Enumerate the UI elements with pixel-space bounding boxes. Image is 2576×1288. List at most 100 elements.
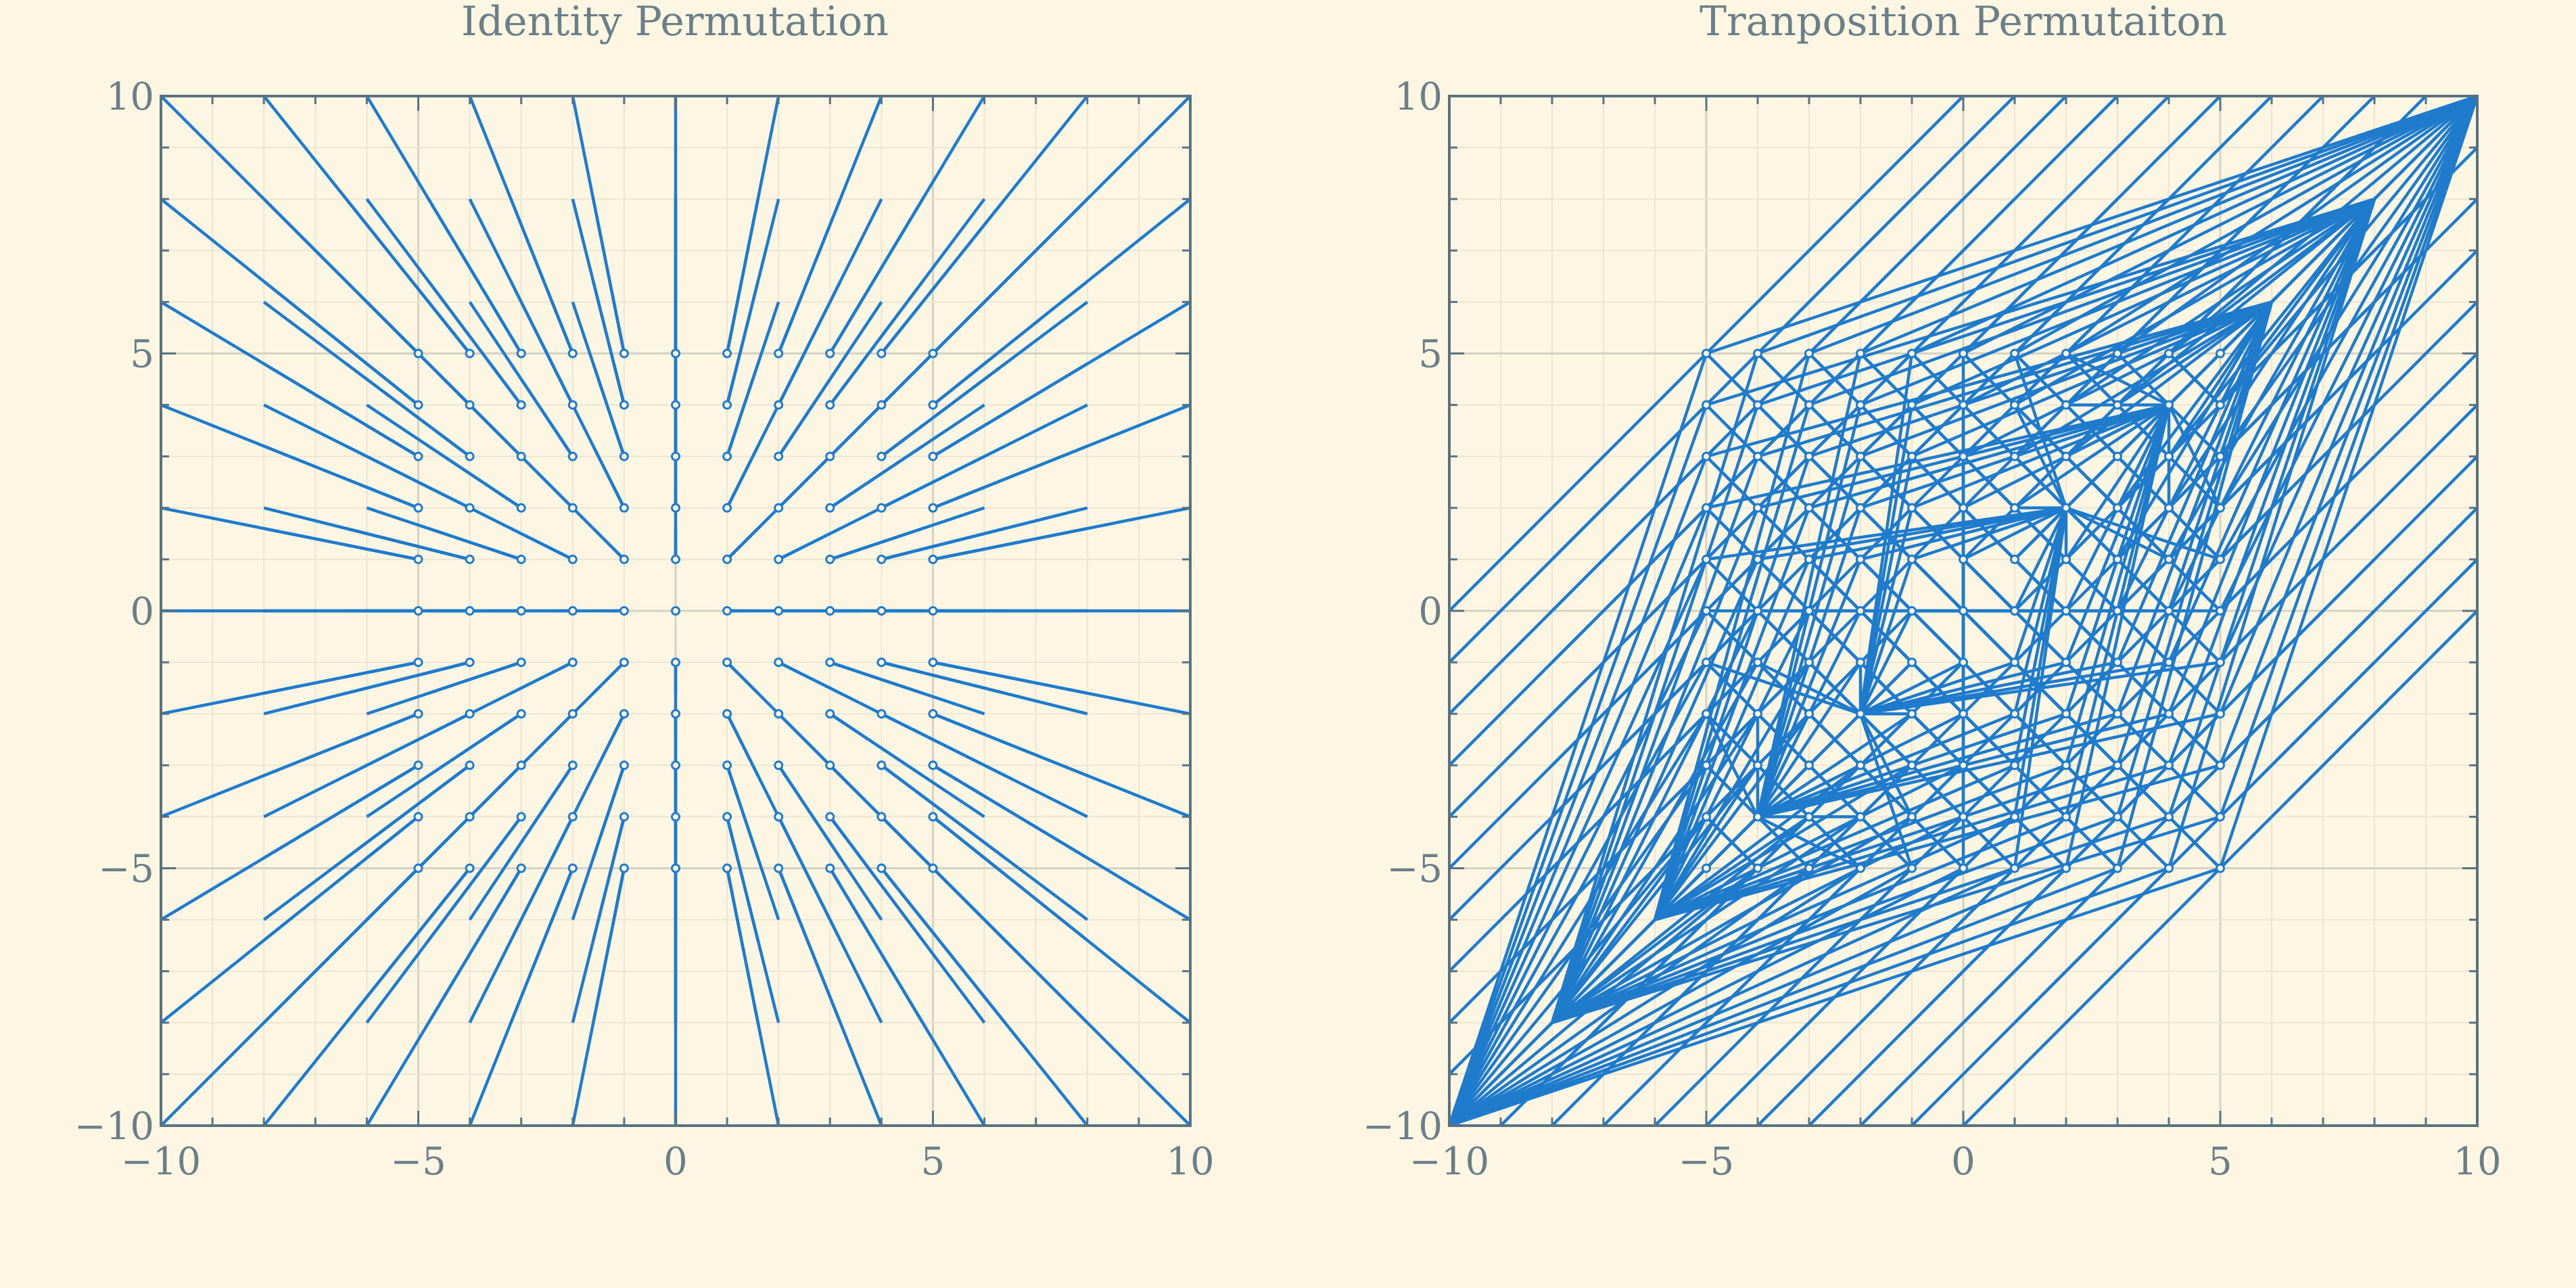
- data-point: [876, 606, 887, 616]
- data-point: [516, 760, 526, 770]
- vector-segment: [366, 486, 419, 509]
- vector-segment: [612, 816, 626, 858]
- data-point: [465, 709, 475, 719]
- data-point: [2113, 812, 2122, 822]
- data-point: [774, 400, 784, 410]
- vector-segment: [1449, 867, 2118, 1128]
- data-point: [825, 658, 835, 668]
- data-point: [1804, 554, 1814, 564]
- vector-segment: [1449, 867, 2170, 1128]
- vector-segment: [1962, 867, 2222, 1127]
- data-point: [1856, 400, 1865, 410]
- vector-segment: [1756, 559, 1863, 818]
- vector-segment: [428, 547, 471, 561]
- data-point: [774, 863, 784, 873]
- data-point: [619, 709, 629, 719]
- vector-segment: [1654, 764, 2170, 921]
- vector-segment: [1860, 94, 2478, 355]
- data-point: [2010, 503, 2019, 513]
- vector-segment: [2167, 404, 2222, 509]
- vector-segment: [1756, 353, 1863, 817]
- data-point: [1702, 658, 1711, 668]
- vector-segment: [2065, 506, 2221, 561]
- data-point: [619, 812, 629, 822]
- data-marks: [1447, 94, 2479, 1128]
- vector-segment: [931, 300, 986, 355]
- data-point: [1856, 658, 1865, 668]
- vector-segment: [2116, 301, 2273, 509]
- vector-segment: [551, 301, 574, 354]
- data-point: [619, 400, 629, 410]
- vector-segment: [1756, 456, 1863, 818]
- vector-segment: [1551, 352, 1759, 561]
- vector-segment: [1551, 815, 1862, 1024]
- data-point: [722, 760, 732, 770]
- data-point: [516, 348, 526, 359]
- data-point: [671, 812, 680, 822]
- data-point: [1804, 606, 1814, 616]
- vector-segment: [828, 301, 862, 354]
- data-point: [1702, 348, 1711, 359]
- vector-segment: [1808, 403, 2170, 509]
- axis-ticks: [1448, 95, 2479, 1127]
- vector-segment: [725, 301, 739, 354]
- vector-segment: [1757, 506, 2067, 561]
- data-point: [825, 863, 835, 873]
- data-point: [722, 554, 732, 564]
- data-point: [567, 812, 578, 822]
- vector-segment: [490, 547, 522, 561]
- data-point: [774, 760, 784, 770]
- data-point: [413, 606, 423, 616]
- data-point: [413, 709, 423, 719]
- vector-segment: [1550, 558, 1760, 1024]
- vector-segment: [1858, 610, 1914, 715]
- vector-segment: [2168, 661, 2222, 715]
- vector-segment: [2065, 404, 2170, 561]
- data-point: [774, 658, 784, 668]
- vector-segment: [777, 486, 801, 509]
- data-point: [2010, 760, 2019, 770]
- data-point: [2113, 348, 2122, 359]
- vector-segment: [427, 764, 471, 798]
- data-point: [1959, 709, 1968, 719]
- vector-segment: [2168, 301, 2273, 457]
- vector-segment: [828, 363, 862, 406]
- vector-segment: [1653, 507, 1811, 921]
- vector-segment: [2219, 610, 2479, 870]
- data-point: [465, 400, 475, 410]
- data-point: [825, 760, 835, 770]
- vector-segment: [551, 816, 574, 859]
- chart-title: Identity Permutation: [461, 0, 889, 45]
- vector-segment: [828, 867, 862, 921]
- data-point: [516, 400, 526, 410]
- data-point: [1702, 760, 1711, 770]
- data-point: [1907, 348, 1917, 359]
- vector-segment: [1551, 815, 1913, 1024]
- data-point: [2113, 658, 2122, 668]
- data-point: [465, 503, 475, 513]
- data-point: [413, 863, 423, 873]
- vector-segment: [489, 816, 523, 859]
- vector-segment: [880, 363, 924, 407]
- data-point: [1804, 658, 1814, 668]
- y-tick-label: 0: [130, 590, 154, 634]
- identity-permutation-panel: Identity Permutation −10 −5 0 5 10 −10 −5 0 5 10: [74, 0, 1215, 1184]
- vector-segment: [1551, 815, 2221, 1024]
- data-point: [1753, 400, 1762, 410]
- vector-segment: [2168, 146, 2376, 355]
- data-point: [1959, 503, 1968, 513]
- data-point: [413, 812, 423, 822]
- data-point: [2216, 400, 2225, 410]
- data-point: [465, 348, 475, 359]
- vector-segment: [551, 764, 574, 798]
- vector-segment: [2219, 455, 2479, 715]
- vector-segment: [489, 486, 522, 509]
- data-point: [671, 348, 680, 359]
- y-tick-label: −5: [1386, 848, 1443, 892]
- vector-segment: [2219, 404, 2324, 509]
- vector-segment: [880, 867, 924, 921]
- vector-segment: [880, 815, 924, 859]
- vector-segment: [1447, 507, 1708, 1126]
- data-point: [2164, 503, 2174, 513]
- data-point: [465, 760, 475, 770]
